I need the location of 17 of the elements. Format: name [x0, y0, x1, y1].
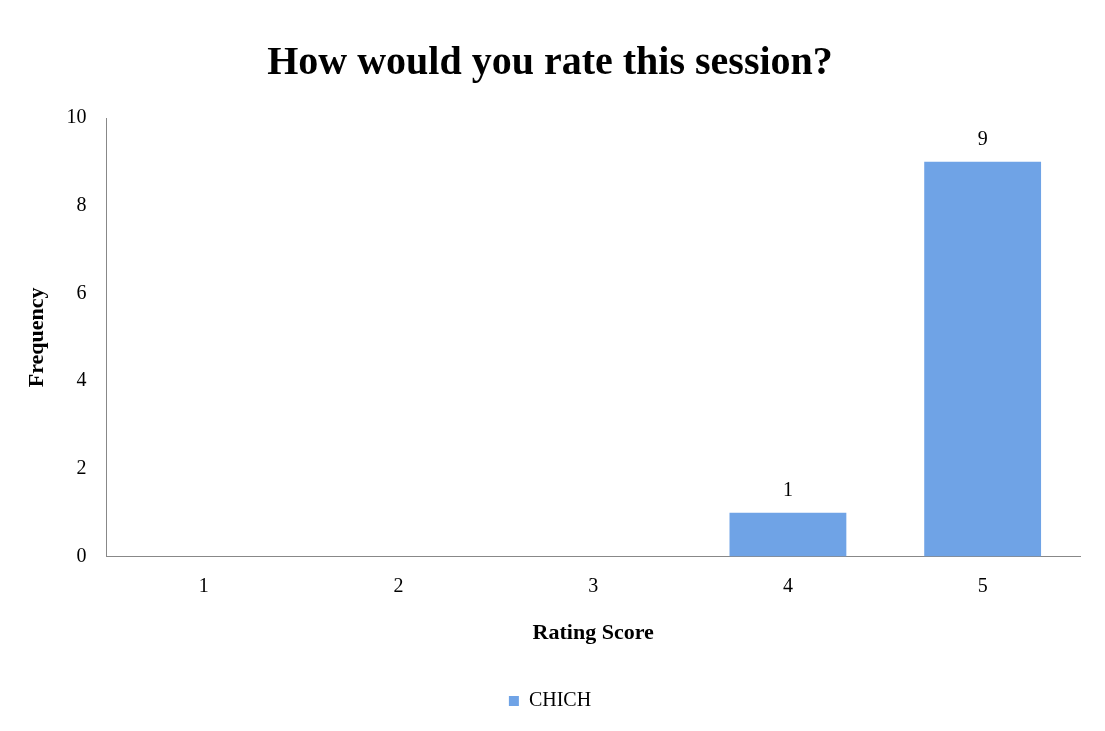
y-tick-label: 8 [76, 192, 87, 215]
x-axis-title: Rating Score [532, 619, 655, 645]
y-tick-label: 4 [76, 368, 87, 391]
x-tick-label: 3 [588, 573, 599, 596]
y-tick-label: 2 [76, 456, 87, 479]
data-label: 9 [977, 127, 988, 150]
y-tick-label: 10 [66, 105, 87, 128]
y-tick-label: 0 [76, 543, 87, 566]
chart-title: How would you rate this session? [267, 38, 833, 84]
y-axis-title: Frequency [22, 287, 48, 388]
x-tick-label: 5 [977, 573, 988, 596]
y-tick-label: 6 [76, 280, 87, 303]
x-tick-label: 1 [198, 573, 209, 596]
x-tick-label: 4 [782, 573, 793, 596]
x-tick-label: 2 [393, 573, 404, 596]
data-label: 1 [782, 477, 793, 500]
legend-label: CHICH [528, 688, 592, 711]
